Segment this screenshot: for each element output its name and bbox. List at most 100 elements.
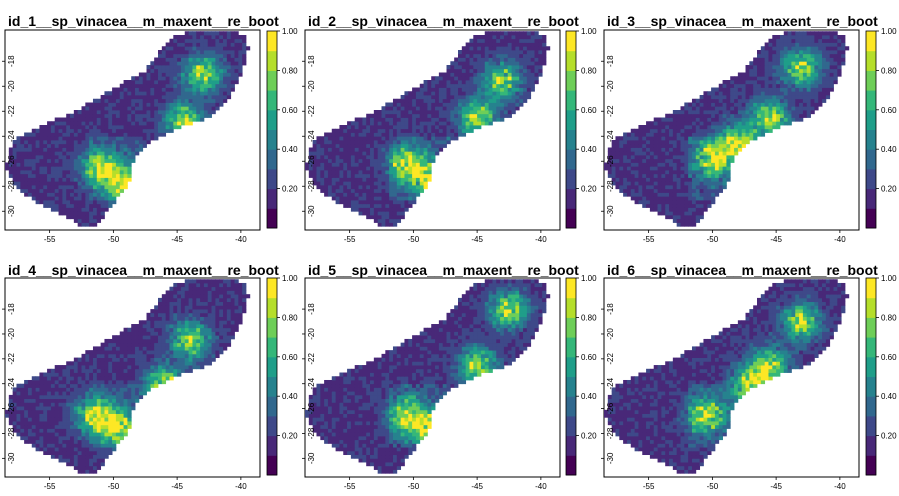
y-tick-label: -24 [606, 377, 615, 389]
x-tick-label: -40 [235, 482, 247, 491]
map-title: id_2__sp_vinacea__m_maxent__re_boot [308, 13, 579, 29]
y-tick-label: -22 [7, 105, 16, 117]
map-panel: -55 -50 -45 -40 -18 -20 -22 -24 -26 -28 -30 0.20 0.4… [2, 27, 298, 244]
x-tick-label: -50 [108, 235, 120, 244]
colorbar-tick-label: 1.00 [881, 27, 897, 36]
x-tick-label: -40 [235, 235, 247, 244]
x-tick-label: -45 [770, 482, 782, 491]
raster-layer [604, 279, 850, 474]
colorbar-tick-label: 0.40 [881, 392, 897, 401]
y-tick-label: -18 [606, 303, 615, 315]
x-tick-label: -50 [707, 235, 719, 244]
x-tick-label: -40 [834, 235, 846, 244]
y-tick-label: -18 [307, 303, 316, 315]
map-title: id_5__sp_vinacea__m_maxent__re_boot [308, 262, 579, 278]
y-tick-label: -24 [307, 377, 316, 389]
x-tick-label: -45 [471, 482, 483, 491]
map-panel: -55 -50 -45 -40 -18 -20 -22 -24 -26 -28 -30 0.20 0.4… [302, 27, 597, 244]
y-tick-label: -18 [606, 55, 615, 67]
colorbar: 0.20 0.40 0.60 0.80 1.00 [565, 274, 597, 476]
colorbar-tick-label: 0.60 [282, 353, 298, 362]
y-tick-label: -18 [7, 55, 16, 67]
colorbar-tick-label: 1.00 [581, 274, 597, 283]
colorbar-tick-label: 0.20 [581, 185, 597, 194]
x-tick-label: -55 [643, 482, 655, 491]
y-tick-label: -24 [7, 377, 16, 389]
colorbar-tick-label: 0.80 [282, 66, 298, 75]
colorbar: 0.20 0.40 0.60 0.80 1.00 [266, 274, 298, 476]
map-title: id_4__sp_vinacea__m_maxent__re_boot [8, 262, 279, 278]
raster-layer [5, 31, 251, 227]
y-tick-label: -24 [606, 130, 615, 142]
colorbar-tick-label: 0.60 [581, 353, 597, 362]
map-title: id_6__sp_vinacea__m_maxent__re_boot [607, 262, 878, 278]
x-tick-label: -45 [471, 235, 483, 244]
x-tick-label: -40 [535, 235, 547, 244]
y-tick-label: -30 [606, 205, 615, 217]
colorbar-tick-label: 0.80 [581, 313, 597, 322]
raster-layer [604, 31, 850, 227]
x-tick-label: -40 [535, 482, 547, 491]
colorbar: 0.20 0.40 0.60 0.80 1.00 [565, 27, 597, 229]
colorbar-tick-label: 1.00 [282, 274, 298, 283]
y-tick-label: -22 [307, 353, 316, 365]
y-tick-label: -30 [307, 205, 316, 217]
x-tick-label: -45 [171, 235, 183, 244]
y-tick-label: -24 [307, 130, 316, 142]
raster-layer [305, 31, 551, 227]
colorbar-tick-label: 0.40 [581, 145, 597, 154]
y-tick-label: -22 [606, 353, 615, 365]
x-tick-label: -50 [408, 482, 420, 491]
colorbar-tick-label: 0.60 [881, 106, 897, 115]
y-tick-label: -22 [307, 105, 316, 117]
colorbar-tick-label: 0.20 [581, 432, 597, 441]
x-tick-label: -55 [44, 235, 56, 244]
x-tick-label: -55 [344, 235, 356, 244]
y-tick-label: -20 [307, 80, 316, 92]
raster-layer [305, 279, 551, 474]
y-tick-label: -20 [7, 80, 16, 92]
colorbar-tick-label: 0.40 [881, 145, 897, 154]
y-tick-label: -20 [7, 328, 16, 340]
y-tick-label: -26 [7, 155, 16, 167]
colorbar-tick-label: 0.20 [881, 432, 897, 441]
y-tick-label: -26 [606, 155, 615, 167]
y-tick-label: -28 [7, 427, 16, 439]
colorbar-tick-label: 1.00 [881, 274, 897, 283]
y-tick-label: -28 [606, 180, 615, 192]
colorbar-tick-label: 0.20 [881, 185, 897, 194]
y-tick-label: -20 [606, 80, 615, 92]
x-tick-label: -50 [707, 482, 719, 491]
map-title: id_3__sp_vinacea__m_maxent__re_boot [607, 13, 878, 29]
y-tick-label: -28 [307, 180, 316, 192]
y-tick-label: -18 [307, 55, 316, 67]
y-tick-label: -22 [606, 105, 615, 117]
x-tick-label: -50 [408, 235, 420, 244]
colorbar: 0.20 0.40 0.60 0.80 1.00 [865, 274, 897, 476]
y-tick-label: -30 [7, 452, 16, 464]
colorbar-tick-label: 0.60 [581, 106, 597, 115]
y-tick-label: -28 [307, 427, 316, 439]
y-tick-label: -26 [307, 155, 316, 167]
y-tick-label: -24 [7, 130, 16, 142]
colorbar-tick-label: 0.60 [282, 106, 298, 115]
colorbar-tick-label: 0.80 [282, 313, 298, 322]
y-tick-label: -26 [307, 402, 316, 414]
map-title: id_1__sp_vinacea__m_maxent__re_boot [8, 13, 279, 29]
map-panel: -55 -50 -45 -40 -18 -20 -22 -24 -26 -28 -30 0.20 0.4… [601, 274, 897, 491]
y-tick-label: -26 [7, 402, 16, 414]
y-tick-label: -30 [7, 205, 16, 217]
colorbar-tick-label: 0.40 [282, 145, 298, 154]
x-tick-label: -50 [108, 482, 120, 491]
y-tick-label: -30 [307, 452, 316, 464]
y-tick-label: -30 [606, 452, 615, 464]
x-tick-label: -40 [834, 482, 846, 491]
x-tick-label: -45 [171, 482, 183, 491]
colorbar-tick-label: 0.40 [581, 392, 597, 401]
colorbar-tick-label: 0.80 [881, 313, 897, 322]
colorbar-tick-label: 0.20 [282, 432, 298, 441]
colorbar-tick-label: 1.00 [581, 27, 597, 36]
colorbar-tick-label: 0.80 [581, 66, 597, 75]
colorbar-tick-label: 0.60 [881, 353, 897, 362]
